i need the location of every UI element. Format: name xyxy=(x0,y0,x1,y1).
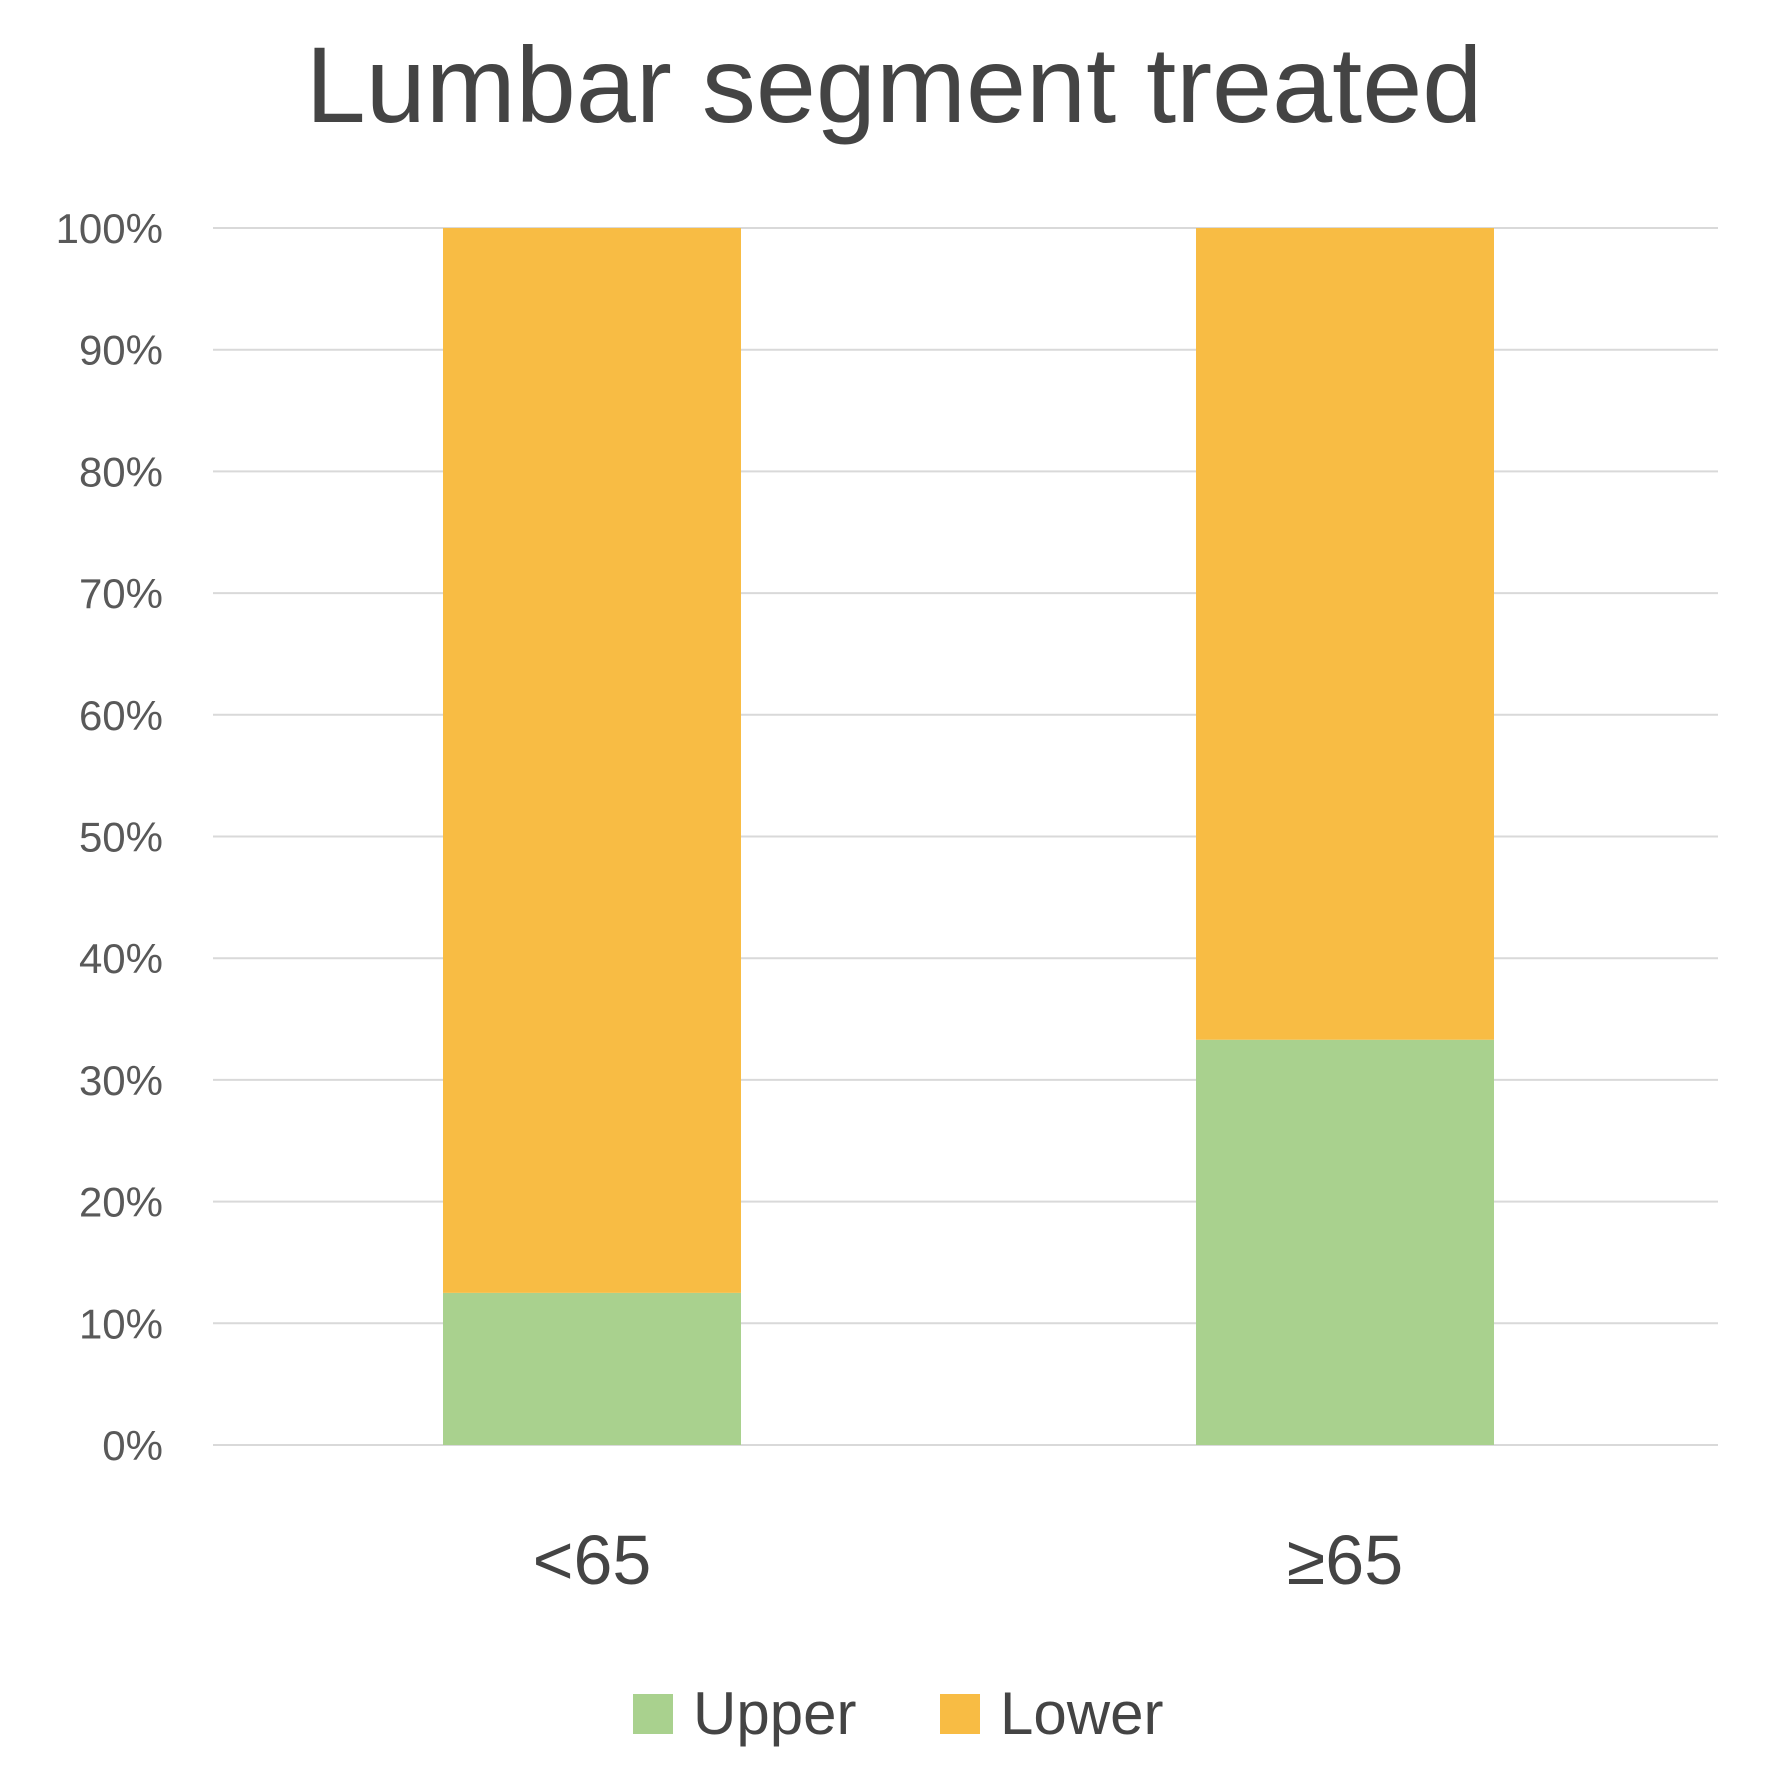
y-tick-label: 0% xyxy=(102,1422,163,1469)
bar-upper-2 xyxy=(1196,1039,1494,1445)
x-axis-category-labels: <65 ≥65 xyxy=(533,1521,1404,1599)
y-tick-label: 80% xyxy=(79,448,163,495)
bar-lower-2 xyxy=(1196,228,1494,1040)
legend: Upper Lower xyxy=(633,1680,1163,1747)
legend-swatch-upper xyxy=(633,1694,673,1734)
legend-label-lower: Lower xyxy=(1000,1680,1163,1747)
y-tick-label: 60% xyxy=(79,692,163,739)
bar-upper-1 xyxy=(443,1292,741,1445)
y-tick-label: 30% xyxy=(79,1057,163,1104)
y-tick-label: 90% xyxy=(79,327,163,374)
y-tick-label: 20% xyxy=(79,1179,163,1226)
y-tick-label: 100% xyxy=(56,205,163,252)
bars xyxy=(443,228,1494,1445)
bar-lower-1 xyxy=(443,228,741,1293)
y-tick-label: 40% xyxy=(79,935,163,982)
y-tick-label: 70% xyxy=(79,570,163,617)
y-axis-tick-labels: 0% 10% 20% 30% 40% 50% 60% 70% 80% 90% 100% xyxy=(56,205,163,1469)
legend-swatch-lower xyxy=(940,1694,980,1734)
chart-title: Lumbar segment treated xyxy=(305,24,1483,145)
y-tick-label: 10% xyxy=(79,1300,163,1347)
category-label: <65 xyxy=(533,1521,652,1599)
y-tick-label: 50% xyxy=(79,814,163,861)
category-label: ≥65 xyxy=(1287,1521,1403,1599)
legend-label-upper: Upper xyxy=(693,1680,856,1747)
